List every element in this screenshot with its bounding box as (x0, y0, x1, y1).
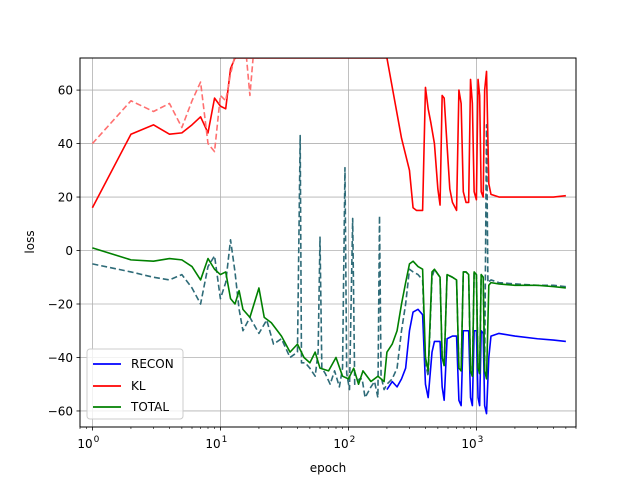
y-tick-label: 40 (58, 137, 73, 151)
legend-label-recon: RECON (131, 357, 174, 371)
y-axis-title: loss (23, 230, 37, 253)
series-line-kl-dashed (91, 58, 259, 153)
y-tick-label: 60 (58, 84, 73, 98)
legend-box (86, 348, 184, 420)
legend-label-total: TOTAL (130, 400, 169, 414)
x-axis-title: epoch (310, 461, 347, 475)
y-tick-label: −20 (48, 298, 73, 312)
series-line-kl (91, 58, 566, 212)
y-tick-label: 20 (58, 191, 73, 205)
y-tick-label: −40 (48, 351, 73, 365)
y-tick-label: −60 (48, 404, 73, 418)
plot-frame (79, 57, 577, 428)
series-line-total (92, 247, 566, 386)
y-tick-label: 0 (65, 244, 73, 258)
legend-label-kl: KL (131, 379, 146, 393)
legend: RECON KL TOTAL (86, 348, 184, 420)
series-line-recon (386, 308, 566, 415)
series-lines (91, 58, 566, 415)
